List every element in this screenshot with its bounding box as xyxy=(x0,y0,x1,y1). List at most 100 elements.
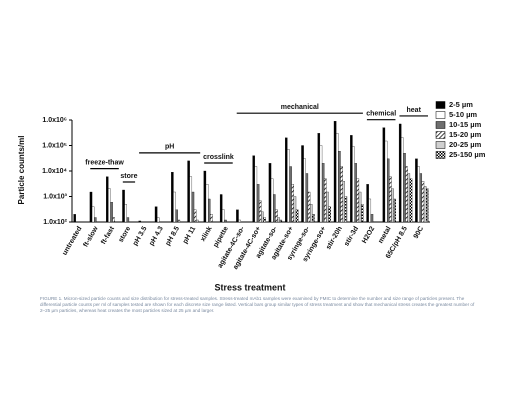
group-label: heat xyxy=(407,107,422,114)
legend-swatch xyxy=(435,151,446,159)
bar xyxy=(219,194,223,223)
bar xyxy=(270,178,274,223)
bar xyxy=(191,191,195,223)
bar xyxy=(279,219,283,223)
bar xyxy=(384,140,388,223)
bar xyxy=(307,191,311,223)
bar xyxy=(224,219,227,223)
bar xyxy=(277,217,280,223)
bar xyxy=(106,176,109,223)
bar xyxy=(358,191,362,223)
bar xyxy=(157,217,160,223)
caption-box: FIGURE 1. Micron-sized particle counts a… xyxy=(40,296,474,313)
x-tick-label: pH 4.3 xyxy=(148,225,165,247)
y-tick-label: 1.0x10⁴ xyxy=(42,168,67,175)
x-tick-label: pipette xyxy=(212,225,230,248)
bar xyxy=(321,163,325,223)
x-tick-label: ft-slow xyxy=(82,225,100,249)
x-tick-label: 90C xyxy=(413,225,425,240)
bar xyxy=(287,149,290,223)
bar xyxy=(421,180,425,223)
bar xyxy=(254,166,258,223)
bar xyxy=(236,209,239,223)
group-label: freeze-thaw xyxy=(85,160,124,167)
bar xyxy=(344,196,348,223)
bar xyxy=(261,211,264,223)
bar xyxy=(393,198,396,223)
bar xyxy=(426,188,429,223)
bar xyxy=(419,173,423,223)
bar xyxy=(386,158,390,223)
bar xyxy=(303,158,306,223)
bar xyxy=(319,145,323,223)
bar xyxy=(382,127,386,223)
x-tick-label: store xyxy=(118,225,133,243)
bar xyxy=(423,186,427,223)
bar xyxy=(324,178,327,223)
y-tick-label: 1.0x10² xyxy=(43,219,67,226)
bar xyxy=(171,172,174,223)
bar xyxy=(354,163,357,223)
bar xyxy=(389,176,392,223)
bar xyxy=(415,158,418,223)
x-tick-label: xlink xyxy=(200,225,214,242)
x-tick-label: H2O2 xyxy=(361,225,376,244)
bar xyxy=(293,196,297,223)
bar xyxy=(336,133,339,223)
bar xyxy=(333,121,337,223)
bar xyxy=(268,163,272,223)
y-tick-label: 1.0x10⁵ xyxy=(42,142,67,149)
x-tick-label: pH 3.5 xyxy=(132,225,149,247)
bar xyxy=(301,145,304,223)
bar xyxy=(342,180,345,223)
x-tick-label: ft-fast xyxy=(100,225,116,246)
bar xyxy=(187,160,190,223)
bar xyxy=(338,151,341,223)
bar xyxy=(391,188,394,223)
legend-swatch xyxy=(435,101,446,109)
bar xyxy=(263,217,266,223)
bar xyxy=(73,214,76,223)
bar xyxy=(340,166,343,223)
bar xyxy=(352,146,355,223)
legend-swatch xyxy=(435,121,446,129)
bar xyxy=(370,214,374,223)
bar xyxy=(273,194,276,223)
legend-swatch xyxy=(435,111,446,119)
bar xyxy=(189,176,193,223)
bar xyxy=(289,166,292,223)
bar xyxy=(409,178,413,223)
group-label: pH xyxy=(165,144,174,151)
bar xyxy=(222,209,225,223)
bar xyxy=(175,209,178,223)
x-tick-label: stir-20h xyxy=(325,225,344,250)
bar xyxy=(350,135,353,223)
legend-swatch xyxy=(435,141,446,149)
bar xyxy=(112,217,116,223)
bar xyxy=(173,191,176,223)
group-label: mechanical xyxy=(281,104,319,111)
bar xyxy=(295,209,299,223)
x-axis-label: Stress treatment xyxy=(214,282,285,292)
bar xyxy=(405,166,408,223)
bar xyxy=(122,189,125,223)
bar xyxy=(205,184,209,223)
x-tick-label: pH 8.5 xyxy=(165,225,182,247)
bar xyxy=(312,214,315,223)
bar xyxy=(356,178,360,223)
bar xyxy=(94,217,97,223)
y-tick-label: 1.0x10⁶ xyxy=(42,117,67,124)
bar xyxy=(89,191,93,223)
bar xyxy=(91,206,95,223)
bar xyxy=(417,166,420,223)
bar xyxy=(258,200,262,223)
x-tick-label: untreated xyxy=(61,225,83,256)
bar xyxy=(407,173,411,223)
bar xyxy=(210,214,213,223)
bar xyxy=(291,184,295,223)
bar xyxy=(108,188,111,223)
bar xyxy=(126,217,130,223)
bar xyxy=(401,137,404,223)
legend-label: 20-25 µm xyxy=(449,140,482,149)
